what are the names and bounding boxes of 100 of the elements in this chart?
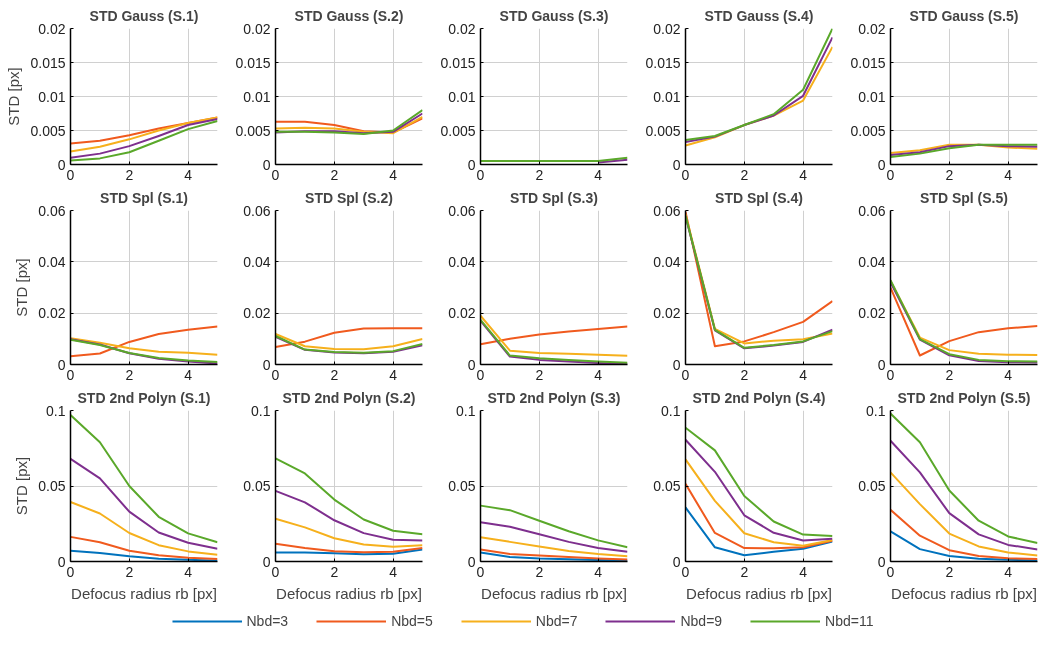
line-series [480, 536, 628, 558]
y-tick-label: 0.01 [858, 88, 886, 105]
x-tick-label: 4 [594, 166, 603, 183]
x-tick-label: 4 [594, 563, 603, 580]
y-tick-label: 0.02 [653, 20, 681, 37]
y-tick-label: 0.05 [448, 478, 476, 494]
y-axis-title: STD [px] [5, 67, 23, 126]
y-axis-title: STD [px] [13, 258, 31, 317]
legend-label: Nbd=11 [825, 613, 874, 629]
y-tick-label: 0.1 [866, 402, 886, 419]
line-series [275, 489, 423, 542]
line-series [890, 439, 1038, 551]
x-tick-label: 4 [1004, 563, 1013, 580]
line-series [275, 542, 423, 554]
line-series [890, 412, 1038, 544]
y-tick-label: 0.06 [448, 202, 476, 219]
line-series [685, 506, 833, 557]
x-tick-label: 2 [535, 563, 544, 580]
x-tick-label: 2 [535, 366, 544, 383]
y-tick-label: 0.06 [653, 202, 681, 219]
x-tick-label: 2 [330, 563, 339, 580]
line-series [70, 325, 218, 358]
x-tick-label: 2 [330, 166, 339, 183]
line-series [70, 116, 218, 153]
y-tick-label: 0.02 [38, 305, 66, 322]
y-tick-label: 0.02 [243, 305, 271, 322]
x-tick-label: 4 [799, 563, 808, 580]
y-tick-label: 0.1 [456, 402, 476, 419]
chart-title: STD 2nd Polyn (S.4) [692, 389, 826, 406]
x-tick-label: 4 [184, 366, 193, 383]
line-series [480, 314, 628, 357]
x-axis-title: Defocus radius rb [px] [891, 584, 1037, 602]
y-tick-label: 0.04 [858, 253, 886, 270]
line-series [480, 521, 628, 553]
line-series [275, 327, 423, 349]
y-tick-label: 0.04 [653, 253, 681, 270]
y-tick-label: 0.015 [30, 54, 66, 71]
x-tick-label: 4 [184, 563, 193, 580]
y-tick-label: 0.01 [448, 88, 476, 105]
x-axis-title: Defocus radius rb [px] [686, 584, 832, 602]
x-tick-label: 4 [799, 366, 808, 383]
x-tick-label: 4 [799, 166, 808, 183]
y-tick-label: 0.04 [38, 253, 66, 270]
y-tick-label: 0.1 [251, 402, 271, 419]
legend-label: Nbd=3 [246, 613, 289, 629]
y-tick-label: 0.1 [661, 402, 681, 419]
y-tick-label: 0.05 [38, 478, 66, 494]
x-axis-title: Defocus radius rb [px] [71, 584, 217, 602]
chart-title: STD 2nd Polyn (S.1) [77, 389, 211, 406]
line-series [70, 414, 218, 544]
x-tick-label: 2 [125, 166, 134, 183]
y-tick-label: 0.04 [448, 253, 476, 270]
chart-title: STD Gauss (S.2) [294, 7, 404, 24]
x-tick-label: 2 [125, 366, 134, 383]
x-axis-title: Defocus radius rb [px] [481, 584, 627, 602]
y-tick-label: 0.02 [653, 305, 681, 322]
y-tick-label: 0.05 [653, 478, 681, 494]
line-series [275, 457, 423, 536]
chart-title: STD Gauss (S.5) [909, 7, 1019, 24]
x-tick-label: 2 [945, 166, 954, 183]
y-tick-label: 0.04 [243, 253, 271, 270]
line-series [275, 517, 423, 548]
chart-title: STD 2nd Polyn (S.5) [897, 389, 1031, 406]
y-tick-label: 0.02 [858, 305, 886, 322]
x-tick-label: 2 [945, 366, 954, 383]
legend-label: Nbd=5 [391, 613, 433, 629]
x-tick-label: 2 [945, 563, 954, 580]
line-series [480, 504, 628, 549]
x-tick-label: 2 [535, 166, 544, 183]
line-series [70, 337, 218, 356]
y-tick-label: 0.005 [440, 122, 476, 139]
chart-title: STD 2nd Polyn (S.3) [487, 389, 621, 406]
line-series [685, 458, 833, 547]
y-tick-label: 0.015 [850, 54, 886, 71]
y-tick-label: 0.015 [645, 54, 681, 71]
y-tick-label: 0.02 [38, 20, 66, 37]
y-tick-label: 0.005 [850, 122, 886, 139]
y-tick-label: 0.1 [46, 402, 66, 419]
y-tick-label: 0.06 [858, 202, 886, 219]
y-axis-title: STD [px] [13, 456, 31, 516]
x-tick-label: 4 [389, 366, 398, 383]
y-tick-label: 0.01 [653, 88, 681, 105]
x-tick-label: 4 [1004, 366, 1013, 383]
chart-title: STD 2nd Polyn (S.2) [282, 389, 416, 406]
y-tick-label: 0.005 [235, 122, 271, 139]
chart-title: STD Spl (S.1) [100, 189, 188, 206]
y-tick-label: 0.05 [858, 478, 886, 494]
y-tick-label: 0.02 [243, 20, 271, 37]
line-series [480, 325, 628, 346]
chart-title: STD Spl (S.4) [715, 189, 803, 206]
x-tick-label: 2 [740, 563, 749, 580]
y-tick-label: 0.02 [448, 20, 476, 37]
chart-title: STD Gauss (S.4) [704, 7, 814, 24]
chart-title: STD Gauss (S.3) [499, 7, 609, 24]
legend-label: Nbd=7 [535, 613, 578, 629]
line-series [70, 501, 218, 556]
y-tick-label: 0.015 [235, 54, 271, 71]
x-tick-label: 2 [740, 166, 749, 183]
y-tick-label: 0.06 [38, 202, 66, 219]
x-tick-label: 2 [330, 366, 339, 383]
